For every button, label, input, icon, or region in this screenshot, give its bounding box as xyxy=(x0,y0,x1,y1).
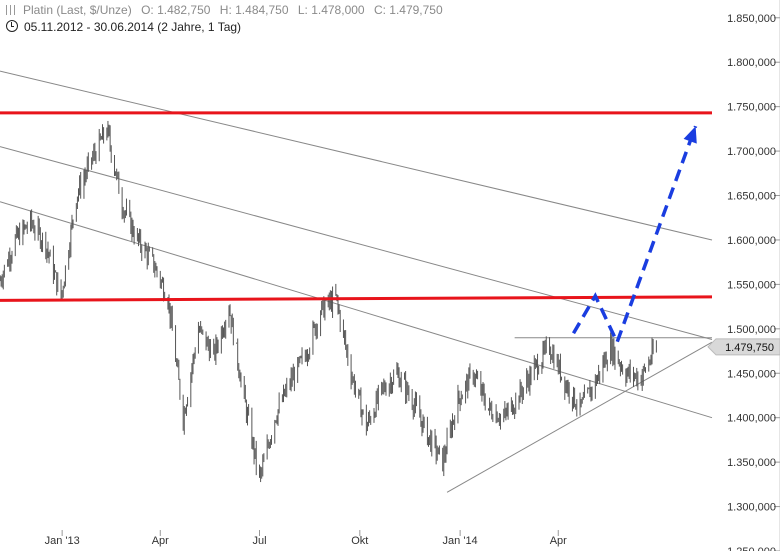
projection-layer xyxy=(571,125,698,347)
y-tick-label: 1.800,000 xyxy=(727,57,776,69)
y-tick-label: 1.750,000 xyxy=(727,102,776,114)
y-axis-ticks: 1.850,000 1.800,000 1.750,000 1.700,000 1.65… xyxy=(727,13,780,551)
open-value: O: 1.482,750 xyxy=(141,3,211,17)
y-tick-label: 1.300,000 xyxy=(727,502,776,514)
bar-chart-icon xyxy=(6,5,17,15)
x-tick-label: Jan '13 xyxy=(45,535,80,547)
x-axis-ticks: Jan '13 Apr Jul Okt Jan '14 Apr xyxy=(45,530,567,547)
projection-arrowhead xyxy=(683,126,697,144)
x-tick-label: Jan '14 xyxy=(443,535,478,547)
resistance-line xyxy=(0,295,713,302)
trendline xyxy=(0,146,713,340)
last-price-label: 1.479,750 xyxy=(725,342,774,354)
instrument-header: Platin (Last, $/Unze) O: 1.482,750 H: 1.… xyxy=(6,3,449,17)
instrument-name: Platin (Last, $/Unze) xyxy=(23,3,132,17)
support-resistance-layer xyxy=(0,111,713,302)
y-tick-label: 1.450,000 xyxy=(727,368,776,380)
y-tick-label: 1.650,000 xyxy=(727,191,776,203)
y-tick-label: 1.850,000 xyxy=(727,13,776,25)
x-tick-label: Apr xyxy=(152,535,169,547)
y-tick-label: 1.700,000 xyxy=(727,146,776,158)
low-value: L: 1.478,000 xyxy=(297,3,365,17)
y-tick-label: 1.500,000 xyxy=(727,324,776,336)
trendline xyxy=(446,341,713,493)
y-tick-label: 1.250,000 xyxy=(727,546,776,551)
clock-icon[interactable] xyxy=(6,20,18,32)
y-tick-label: 1.400,000 xyxy=(727,413,776,425)
close-value: C: 1.479,750 xyxy=(373,3,443,17)
date-range: 05.11.2012 - 30.06.2014 (2 Jahre, 1 Tag) xyxy=(24,20,242,34)
range-header[interactable]: 05.11.2012 - 30.06.2014 (2 Jahre, 1 Tag) xyxy=(6,20,247,34)
y-tick-label: 1.350,000 xyxy=(727,457,776,469)
last-price-tag xyxy=(707,338,780,356)
projection-path xyxy=(571,125,698,347)
last-price-marker: 1.479,750 xyxy=(707,338,780,356)
x-tick-label: Okt xyxy=(351,535,368,547)
y-tick-label: 1.550,000 xyxy=(727,279,776,291)
candlestick-series xyxy=(0,120,657,483)
x-tick-label: Apr xyxy=(550,535,567,547)
high-value: H: 1.484,750 xyxy=(219,3,289,17)
trendline xyxy=(0,201,713,419)
y-tick-label: 1.600,000 xyxy=(727,235,776,247)
trendline xyxy=(0,70,713,241)
x-tick-label: Jul xyxy=(252,535,266,547)
